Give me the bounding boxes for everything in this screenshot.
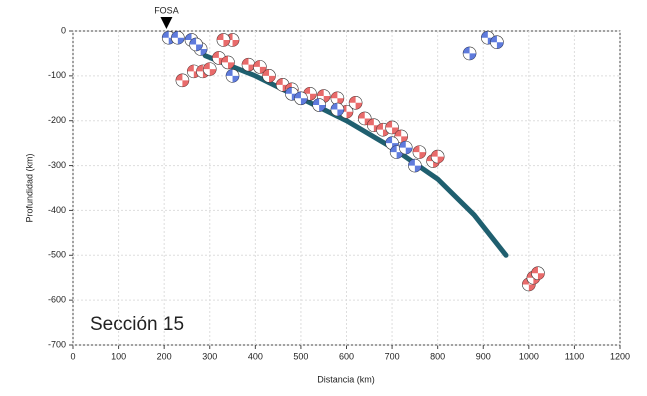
beachball-quadrant [522,277,536,291]
focal-mechanism [412,145,427,159]
x-tick-label: 500 [293,351,308,361]
beachball-quadrant [171,31,185,45]
beachball-quadrant [262,69,276,83]
trench-marker [160,17,173,29]
x-tick-label: 600 [339,351,354,361]
y-tick-label: 0 [61,25,66,35]
beachball-quadrant [317,89,331,103]
beachball-quadrant [431,150,445,164]
beachball-quadrant [330,91,344,105]
focal-mechanism [202,62,217,76]
beachball-quadrant [490,35,504,49]
beachball-quadrant [226,69,240,83]
x-tick-label: 200 [157,351,172,361]
focal-mechanism [398,140,413,155]
beachball-quadrant [531,266,545,280]
beachball-quadrant [241,58,255,72]
beachball-quadrant [385,120,399,134]
x-tick-label: 900 [476,351,491,361]
focal-mechanism [408,158,422,173]
section-label: Sección 15 [90,314,184,335]
x-tick-label: 0 [70,351,75,361]
trench-label: FOSA [154,5,179,15]
focal-mechanism [348,95,363,110]
beachball-quadrant [221,55,235,69]
x-tick-label: 1200 [610,351,630,361]
beachball-quadrant [408,159,422,173]
beachball-quadrant [412,145,426,159]
x-tick-label: 1000 [519,351,539,361]
beachball-quadrant [399,141,413,155]
y-tick-label: -100 [48,70,66,80]
beachball-quadrant [203,62,217,76]
focal-mechanism [430,149,445,164]
focal-mechanism [462,46,477,61]
beachball-quadrant [349,96,363,110]
focal-mechanism [241,57,256,72]
focal-mechanism [253,60,267,74]
x-axis-label: Distancia (km) [317,374,375,384]
x-tick-label: 100 [111,351,126,361]
x-tick-label: 1100 [565,351,584,361]
focal-mechanism [490,35,504,50]
y-tick-label: -600 [48,295,66,305]
focal-mechanism [330,102,345,117]
beachball-quadrant [526,271,540,285]
y-tick-label: -200 [48,115,66,125]
x-tick-label: 700 [385,351,400,361]
beachball-quadrant [330,103,344,116]
y-tick-label: -300 [48,160,66,170]
x-tick-label: 400 [248,351,263,361]
focal-mechanism [531,266,545,281]
beachball-quadrant [312,98,326,112]
y-tick-label: -400 [48,205,66,215]
focal-mechanism [294,91,308,106]
y-axis-label: Profundidad (km) [24,153,34,222]
focal-mechanism [357,111,372,126]
beachball-quadrant [303,87,317,101]
beachball-quadrant [189,37,203,51]
beachball-quadrant [216,33,230,47]
focal-mechanism [175,73,190,88]
x-tick-label: 800 [430,351,445,361]
focal-mechanism [225,69,240,83]
focal-mechanism [312,98,326,112]
section-box [80,310,198,340]
focal-mechanism [189,37,203,52]
y-tick-label: -700 [48,339,66,349]
focal-mechanism [262,69,276,83]
focal-mechanism [385,120,399,135]
slab-line [202,53,509,258]
focal-mechanism [221,55,235,70]
beachball-quadrant [376,123,390,137]
beachball-quadrant [394,129,408,143]
beachball-quadrant [358,111,372,125]
beachball-quadrant [175,73,189,87]
beachball-quadrant [463,46,477,60]
beachball-quadrant [294,91,308,105]
focal-mechanism [171,30,185,45]
focal-mechanism [216,33,231,47]
beachball-quadrant [390,145,404,159]
y-tick-label: -500 [48,250,66,260]
beachball-quadrant [426,154,440,168]
x-tick-label: 300 [202,351,217,361]
beachball-quadrant [253,60,267,74]
